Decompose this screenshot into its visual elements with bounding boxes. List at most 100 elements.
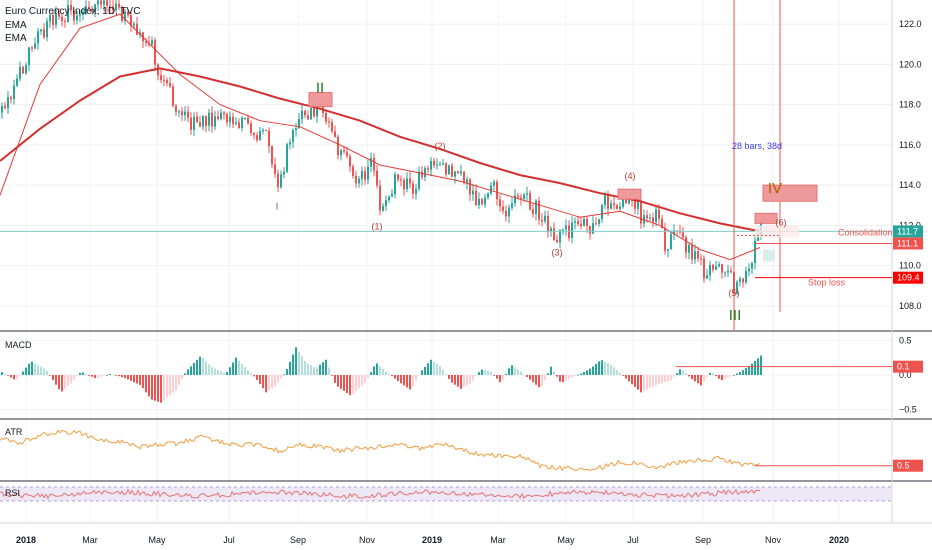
candle-body	[16, 78, 18, 86]
macd-histogram-bar	[58, 375, 60, 390]
candle	[121, 5, 123, 23]
ema-fast-line	[0, 13, 761, 261]
candle-body	[22, 66, 24, 74]
candle	[547, 210, 549, 238]
macd-histogram-bar	[571, 375, 573, 378]
macd-histogram-bar	[61, 375, 63, 392]
candle-body	[562, 229, 564, 231]
candle-body	[145, 41, 147, 43]
candle	[88, 0, 90, 10]
candle	[223, 110, 225, 120]
candle-body	[502, 206, 504, 211]
candle-body	[13, 85, 15, 100]
panel-separators	[0, 0, 932, 524]
wave-label: I	[276, 201, 279, 211]
candle-body	[52, 15, 54, 25]
macd-histogram-bar	[496, 375, 498, 379]
bars-count-label: 28 bars, 38d	[732, 141, 782, 151]
macd-histogram-bar	[529, 375, 531, 380]
candle	[142, 31, 144, 49]
candle	[418, 166, 420, 192]
candle-body	[442, 163, 444, 165]
macd-histogram-bar	[34, 363, 36, 375]
candle-body	[670, 234, 672, 250]
candle-body	[193, 116, 195, 130]
candle	[295, 123, 297, 137]
candle-body	[340, 150, 342, 156]
candle	[49, 13, 51, 28]
atr-badge	[893, 459, 923, 472]
candle-body	[100, 0, 102, 5]
candle-body	[694, 251, 696, 260]
candle-body	[238, 122, 240, 129]
time-tick-label: Mar	[490, 535, 506, 545]
candle-body	[691, 244, 693, 260]
macd-histogram-bar	[745, 368, 747, 375]
candle-body	[658, 209, 660, 219]
macd-histogram-bar	[400, 375, 402, 384]
macd-histogram-bar	[523, 374, 525, 376]
macd-histogram-bar	[532, 375, 534, 383]
candle-body	[307, 115, 309, 120]
target-zone	[763, 249, 775, 262]
candle-body	[403, 179, 405, 190]
candle-body	[235, 122, 237, 124]
candle-body	[361, 171, 363, 179]
candle-body	[673, 230, 675, 235]
candle-body	[538, 200, 540, 220]
candle-body	[397, 174, 399, 180]
candle-body	[757, 234, 759, 241]
candle	[394, 171, 396, 199]
candle-body	[226, 114, 228, 123]
macd-histogram-bar	[10, 375, 12, 378]
macd-histogram-bar	[628, 375, 630, 382]
candle-body	[445, 163, 447, 175]
macd-histogram-bar	[739, 372, 741, 375]
macd-histogram-bar	[625, 375, 627, 379]
candle-body	[526, 193, 528, 195]
candle	[430, 157, 432, 176]
candle-body	[133, 23, 135, 26]
macd-histogram-bar	[253, 375, 255, 377]
macd-histogram-bar	[598, 361, 600, 375]
candle-body	[547, 215, 549, 232]
ema-legend-1[interactable]: EMA	[5, 20, 27, 31]
macd-histogram-bar	[178, 375, 180, 385]
candle	[145, 37, 147, 47]
consolidation-label: Consolidation	[838, 227, 893, 237]
candle-body	[250, 123, 252, 134]
candle-body	[25, 64, 27, 74]
candle-body	[94, 4, 96, 12]
candle-body	[637, 200, 639, 209]
candle-body	[349, 156, 351, 167]
macd-histogram-bar	[643, 375, 645, 391]
macd-histogram-bar	[103, 375, 105, 376]
macd-histogram-bar	[331, 375, 333, 376]
candle	[340, 148, 342, 161]
candle-body	[232, 116, 234, 124]
ema-legend-2[interactable]: EMA	[5, 33, 27, 44]
candle	[187, 105, 189, 123]
candle-body	[604, 194, 606, 206]
candle	[586, 215, 588, 233]
macd-histogram-bar	[136, 375, 138, 384]
consolidation-zone	[755, 225, 799, 238]
candle	[154, 37, 156, 72]
candle-body	[334, 131, 336, 137]
candle-body	[262, 130, 264, 132]
macd-histogram-bar	[562, 375, 564, 383]
candle-body	[214, 116, 216, 127]
candle-body	[559, 230, 561, 243]
candle-body	[67, 4, 69, 22]
candle	[556, 234, 558, 244]
candle	[490, 182, 492, 196]
candle-body	[433, 160, 435, 166]
macd-histogram-bar	[487, 370, 489, 375]
candle	[7, 91, 9, 115]
candle-body	[259, 131, 261, 141]
candle	[400, 175, 402, 187]
candle-body	[481, 198, 483, 205]
candle	[457, 170, 459, 174]
candle-body	[571, 222, 573, 238]
